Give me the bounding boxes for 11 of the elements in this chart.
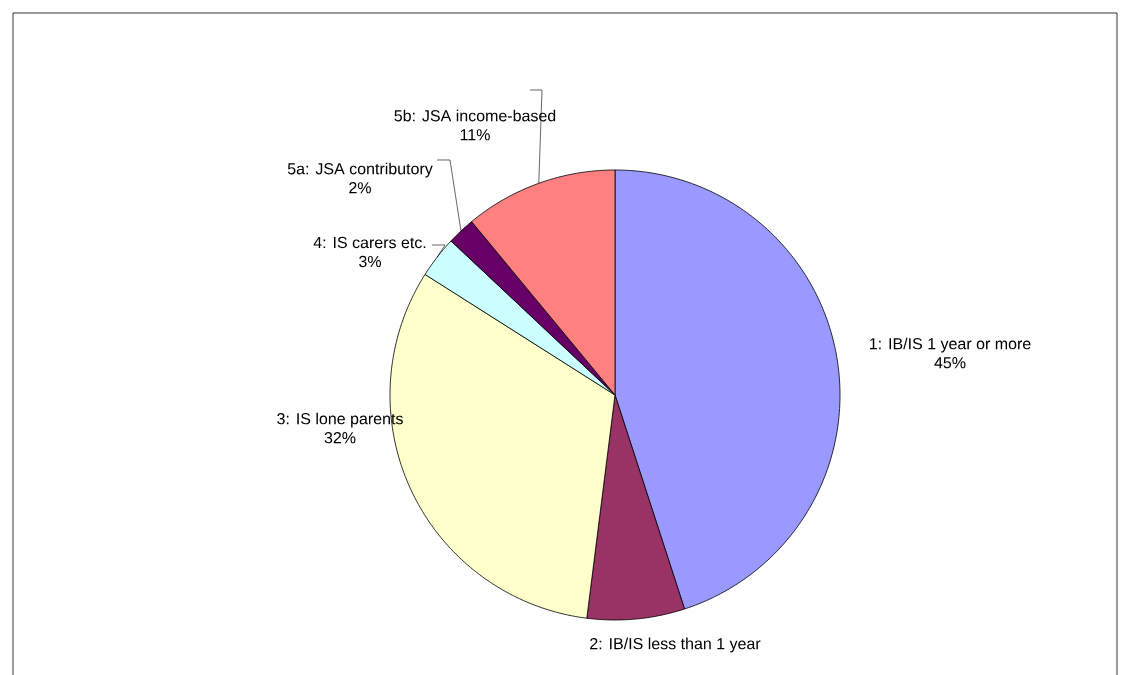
slice-label: 1: IB/IS 1 year or more xyxy=(870,337,1031,353)
data-label: 45% xyxy=(934,357,966,369)
slice-label: 2: IB/IS less than 1 year xyxy=(590,637,761,653)
slice-label: 5a: JSA contributory xyxy=(287,162,433,178)
data-label: 3% xyxy=(359,255,381,268)
data-label: 2% xyxy=(349,182,371,194)
slice-label: 5b: JSA income-based xyxy=(394,109,556,122)
slice-label: 4: IS carers etc. xyxy=(313,236,426,249)
data-label: 32% xyxy=(324,432,356,444)
slice-label: 3: IS lone parents xyxy=(277,412,403,428)
data-label: 11% xyxy=(460,129,490,141)
